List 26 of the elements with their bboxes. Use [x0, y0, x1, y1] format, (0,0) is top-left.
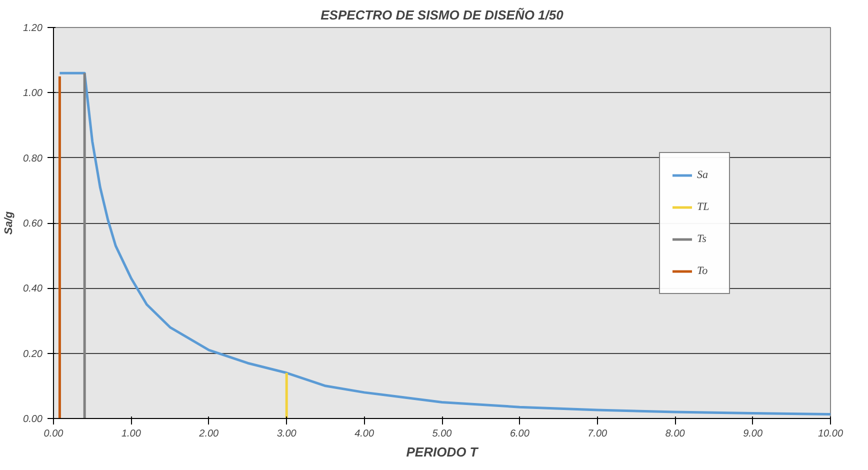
- x-tick-label: 2.00: [198, 428, 220, 440]
- x-tick-label: 3.00: [276, 428, 297, 440]
- chart-title: ESPECTRO DE SISMO DE DISEÑO 1/50: [320, 8, 564, 22]
- y-tick-label: 0.40: [23, 284, 43, 295]
- x-tick-label: 1.00: [121, 428, 142, 440]
- y-tick-label: 1.20: [23, 23, 43, 34]
- y-tick-label: 0.00: [23, 414, 43, 425]
- legend-label: TL: [697, 200, 710, 212]
- x-axis-title: PERIODO T: [406, 444, 479, 460]
- x-tick-label: 6.00: [510, 428, 530, 440]
- y-tick-label: 0.60: [23, 218, 43, 230]
- x-tick-label: 0.00: [44, 428, 64, 440]
- x-tick-label: 9.00: [743, 428, 763, 440]
- x-tick-label: 7.00: [588, 428, 608, 440]
- y-tick-label: 0.80: [23, 153, 43, 164]
- y-tick-label: 0.20: [23, 348, 43, 360]
- x-tick-label: 4.00: [354, 428, 374, 440]
- x-tick-label: 8.00: [665, 428, 686, 440]
- y-tick-label: 1.00: [23, 88, 43, 100]
- legend-label: Sa: [697, 168, 709, 180]
- x-tick-label: 5.00: [432, 428, 452, 440]
- legend-label: Ts: [697, 232, 708, 244]
- line-series: [58, 72, 830, 416]
- y-axis-title: Sa/g: [3, 211, 16, 235]
- legend-label: To: [697, 264, 709, 276]
- x-tick-label: 10.00: [818, 428, 844, 440]
